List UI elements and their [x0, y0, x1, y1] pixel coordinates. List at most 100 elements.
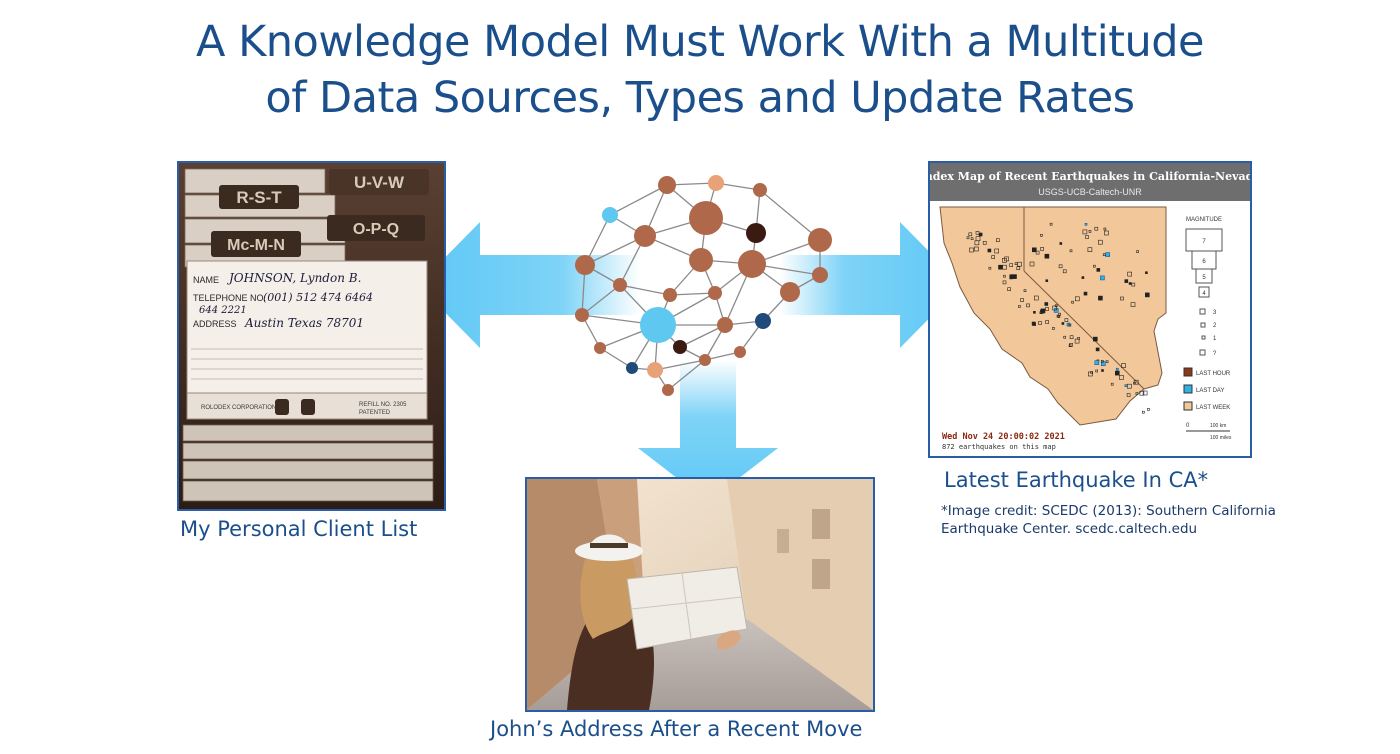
earthquake-marker [1044, 302, 1049, 306]
phone-value-2: 644 2221 [199, 305, 247, 316]
earthquake-marker [1026, 303, 1030, 308]
earthquake-marker [1119, 375, 1124, 380]
earthquake-marker [1101, 360, 1104, 363]
network-node [808, 228, 832, 252]
earthquake-marker [1124, 279, 1129, 283]
mag-5: 5 [1202, 275, 1206, 281]
earthquake-marker [978, 232, 983, 237]
earthquake-marker [1014, 262, 1018, 265]
earthquake-marker [1040, 234, 1043, 237]
network-node [575, 255, 595, 275]
address-move-caption: John’s Address After a Recent Move [490, 717, 863, 741]
network-node [663, 288, 677, 302]
earthquake-marker [1136, 250, 1139, 253]
earthquake-marker [1095, 347, 1100, 352]
ca-nv-landmass [939, 206, 1167, 426]
earthquake-marker [1081, 276, 1085, 279]
network-node [755, 313, 771, 329]
earthquake-marker [987, 248, 992, 253]
tab-opq: O-P-Q [353, 221, 399, 238]
earthquake-marker [1145, 271, 1148, 274]
mag-6: 6 [1202, 259, 1206, 265]
earthquake-marker [1095, 369, 1098, 373]
earthquake-marker [1088, 230, 1092, 233]
map-title: Index Map of Recent Earthquakes in Calif… [930, 170, 1250, 183]
tab-mcmn: Mc-M-N [227, 237, 285, 254]
earthquake-marker [1052, 305, 1057, 311]
map-timestamp: Wed Nov 24 20:00:02 2021 [942, 432, 1065, 442]
earthquake-marker [1110, 382, 1114, 386]
tab-uvw: U-V-W [354, 173, 405, 192]
client-list-caption: My Personal Client List [180, 517, 418, 541]
earthquake-marker [1069, 343, 1073, 347]
network-node [689, 201, 723, 235]
earthquake-marker [1033, 311, 1036, 314]
earthquake-marker [1116, 367, 1119, 371]
network-node [640, 307, 676, 343]
knowledge-network [575, 175, 832, 396]
footer-right: REFILL NO. 2305 [359, 402, 407, 408]
earthquake-marker [1087, 247, 1093, 252]
earthquake-marker [1104, 230, 1109, 236]
arrow-down [638, 360, 778, 502]
mag-7: 7 [1202, 239, 1206, 245]
earthquake-marker [1017, 261, 1022, 267]
earthquake-marker [1094, 226, 1099, 231]
earthquake-marker [975, 236, 981, 241]
earthquake-marker [982, 241, 987, 245]
earthquake-marker [1142, 410, 1145, 414]
network-edge [619, 284, 671, 296]
mag-1: 1 [1213, 336, 1217, 342]
earthquake-marker [1061, 322, 1065, 325]
network-edge [599, 347, 633, 369]
earthquake-marker [1084, 222, 1088, 226]
earthquake-marker [1096, 268, 1101, 272]
network-edge [581, 284, 621, 316]
earthquake-marker [1053, 308, 1059, 313]
earthquake-marker [966, 236, 970, 240]
earthquake-marker [1034, 295, 1039, 301]
earthquake-marker [1069, 249, 1073, 253]
network-node [708, 175, 724, 191]
client-list-image: R-S-T U-V-W Mc-M-N O-P-Q NAME TELEPHONE … [177, 161, 446, 511]
network-node [634, 225, 656, 247]
scale-miles: 100 miles [1210, 435, 1232, 441]
network-node [717, 317, 733, 333]
earthquake-marker [1101, 369, 1104, 372]
earthquake-marker [970, 237, 974, 240]
network-node [626, 362, 638, 374]
earthquake-marker [1045, 320, 1049, 324]
network-node [780, 282, 800, 302]
mag-unknown: ? [1213, 351, 1217, 357]
network-node [594, 342, 606, 354]
legend-last-hour: LAST HOUR [1196, 371, 1231, 377]
earthquake-marker [1139, 390, 1145, 396]
earthquake-marker [968, 232, 973, 237]
earthquake-marker [1120, 296, 1124, 301]
earthquake-marker [1062, 269, 1067, 274]
earthquake-marker [1045, 279, 1049, 282]
earthquake-marker [1064, 318, 1069, 322]
earthquake-marker [1063, 335, 1066, 339]
earthquake-marker [1098, 295, 1103, 301]
network-node [699, 354, 711, 366]
earthquake-marker [1052, 327, 1055, 330]
mag-2: 2 [1213, 323, 1217, 329]
earthquake-marker [1003, 274, 1006, 278]
earthquake-marker [988, 266, 992, 270]
earthquake-marker [1103, 227, 1107, 231]
earthquake-marker [1040, 309, 1043, 312]
network-node [753, 183, 767, 197]
scale-zero: 0 [1186, 423, 1190, 429]
earthquake-marker [1127, 271, 1132, 277]
earthquake-marker [1130, 302, 1136, 307]
earthquake-marker [994, 248, 999, 254]
earthquake-marker [969, 247, 974, 253]
earthquake-marker [1058, 312, 1061, 316]
earthquake-marker [1098, 239, 1103, 245]
earthquake-marker [1031, 321, 1036, 326]
network-edge [654, 359, 706, 371]
network-node [708, 286, 722, 300]
image-credit-line-2: Earthquake Center. scedc.caltech.edu [941, 521, 1198, 537]
earthquake-marker [1009, 263, 1013, 267]
